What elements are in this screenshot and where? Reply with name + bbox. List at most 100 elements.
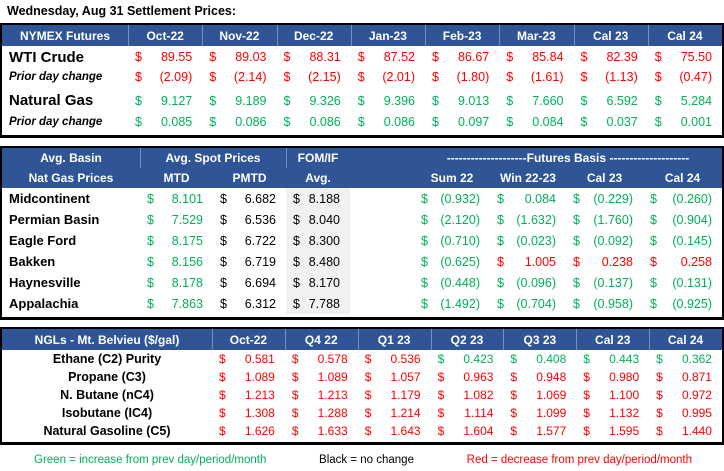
dollar-sign: $ — [220, 275, 227, 290]
price-value: 1.604 — [463, 424, 494, 438]
dollar-sign: $ — [291, 352, 299, 366]
price-value: 1.069 — [536, 388, 567, 402]
price-cell: $0.995 — [649, 406, 722, 420]
price-cell: $1.114 — [431, 406, 504, 420]
basin-header-row-1: Avg. Basin Avg. Spot Prices FOM/IF -----… — [2, 148, 722, 168]
dollar-sign: $ — [656, 406, 663, 420]
price-cell: $9.189 — [202, 94, 276, 108]
price-value: (0.710) — [440, 233, 480, 248]
dollar-sign: $ — [364, 370, 372, 384]
dollar-sign: $ — [219, 424, 226, 438]
price-value: 8.175 — [171, 233, 203, 248]
price-value: 8.480 — [308, 254, 340, 269]
dollar-sign: $ — [135, 70, 142, 84]
price-cell: $82.39 — [574, 50, 648, 64]
price-cell: $ (0.704) — [490, 297, 566, 311]
dollar-sign: $ — [497, 212, 504, 227]
price-value: 7.660 — [532, 93, 564, 108]
price-cell: $ (1.632) — [490, 213, 566, 227]
price-value: (0.904) — [672, 212, 712, 227]
price-value: (1.760) — [593, 212, 633, 227]
price-cell: $ (0.925) — [643, 297, 722, 311]
dollar-sign: $ — [650, 233, 657, 248]
dollar-sign: $ — [656, 424, 663, 438]
price-value: 9.127 — [160, 93, 193, 108]
dollar-sign: $ — [497, 254, 504, 269]
price-value: 85.84 — [532, 50, 564, 64]
price-cell: $89.03 — [202, 50, 276, 64]
dollar-sign: $ — [650, 191, 657, 206]
dollar-sign: $ — [510, 424, 518, 438]
price-cell: $ (2.120) — [414, 213, 490, 227]
price-value: (1.492) — [440, 296, 480, 311]
price-value: 9.013 — [457, 93, 490, 108]
dollar-sign: $ — [220, 254, 227, 269]
dollar-sign: $ — [209, 50, 217, 64]
table-row-wti-prior-day-change: Prior day change $ (2.09) $ (2.14) $ (2.15)… — [2, 68, 722, 86]
dollar-sign: $ — [437, 406, 445, 420]
header-cell: Sum 22 — [430, 171, 474, 185]
price-value: 1.100 — [609, 388, 640, 402]
header-cell: Q1 23 — [358, 329, 431, 350]
price-cell: $7.788 — [286, 293, 350, 314]
dollar-sign: $ — [583, 352, 590, 366]
price-value: (0.096) — [516, 275, 556, 290]
price-value: 1.595 — [609, 424, 640, 438]
dollar-sign: $ — [147, 233, 154, 248]
dollar-sign: $ — [421, 233, 428, 248]
header-cell-empty — [350, 148, 414, 168]
price-cell: $9.326 — [277, 94, 351, 108]
dollar-sign: $ — [437, 424, 445, 438]
dollar-sign: $ — [510, 370, 518, 384]
dollar-sign: $ — [147, 191, 154, 206]
price-value: 0.443 — [609, 352, 640, 366]
price-value: 0.086 — [235, 114, 267, 129]
price-value: 0.578 — [317, 352, 348, 366]
price-cell: $1.440 — [649, 424, 722, 438]
dollar-sign: $ — [432, 50, 439, 64]
dollar-sign: $ — [654, 93, 662, 108]
price-cell: $0.578 — [285, 352, 358, 366]
price-cell: $ (0.229) — [566, 192, 643, 206]
price-value: 1.114 — [464, 406, 494, 420]
row-label: Propane (C3) — [68, 370, 146, 384]
dollar-sign: $ — [364, 406, 372, 420]
nymex-header-row: NYMEX Futures Oct-22 Nov-22 Dec-22 Jan-2… — [2, 25, 722, 46]
price-value: 0.423 — [463, 352, 494, 366]
price-value: (2.01) — [382, 70, 415, 84]
dollar-sign: $ — [283, 50, 291, 64]
dollar-sign: $ — [283, 93, 291, 108]
dollar-sign: $ — [293, 296, 300, 311]
price-value: 0.097 — [457, 114, 490, 129]
dollar-sign: $ — [135, 114, 142, 129]
price-cell: $ (0.145) — [643, 234, 722, 248]
price-cell: $ (0.260) — [643, 192, 722, 206]
dollar-sign: $ — [219, 370, 226, 384]
dollar-sign: $ — [219, 352, 226, 366]
dollar-sign: $ — [510, 388, 518, 402]
price-value: (0.932) — [440, 191, 480, 206]
dollar-sign: $ — [437, 352, 445, 366]
table-row-propane: Propane (C3) $1.089 $1.089 $1.057 $0.963… — [2, 368, 722, 386]
table-row-natural-gasoline: Natural Gasoline (C5) $1.626 $1.633 $1.6… — [2, 422, 722, 440]
price-cell: $9.013 — [425, 94, 499, 108]
price-cell: $1.214 — [358, 406, 431, 420]
dollar-sign: $ — [357, 93, 365, 108]
price-cell: $ (0.092) — [566, 234, 643, 248]
price-value: 1.213 — [244, 388, 275, 402]
price-cell: $ (0.137) — [566, 276, 643, 290]
dollar-sign: $ — [654, 114, 662, 129]
price-cell: $8.170 — [286, 272, 350, 293]
header-cell: Cal 23 — [574, 25, 648, 46]
price-cell: $0.536 — [358, 352, 431, 366]
row-label: Eagle Ford — [9, 233, 77, 248]
price-cell: $1.595 — [576, 424, 649, 438]
dollar-sign: $ — [573, 212, 580, 227]
price-value: 0.084 — [532, 114, 564, 129]
price-value: 1.626 — [244, 424, 275, 438]
price-value: 1.577 — [536, 424, 567, 438]
nymex-futures-table: NYMEX Futures Oct-22 Nov-22 Dec-22 Jan-2… — [0, 23, 724, 138]
price-cell: $ (0.904) — [643, 213, 722, 227]
dollar-sign: $ — [583, 388, 590, 402]
price-cell: $0.238 — [566, 255, 643, 269]
